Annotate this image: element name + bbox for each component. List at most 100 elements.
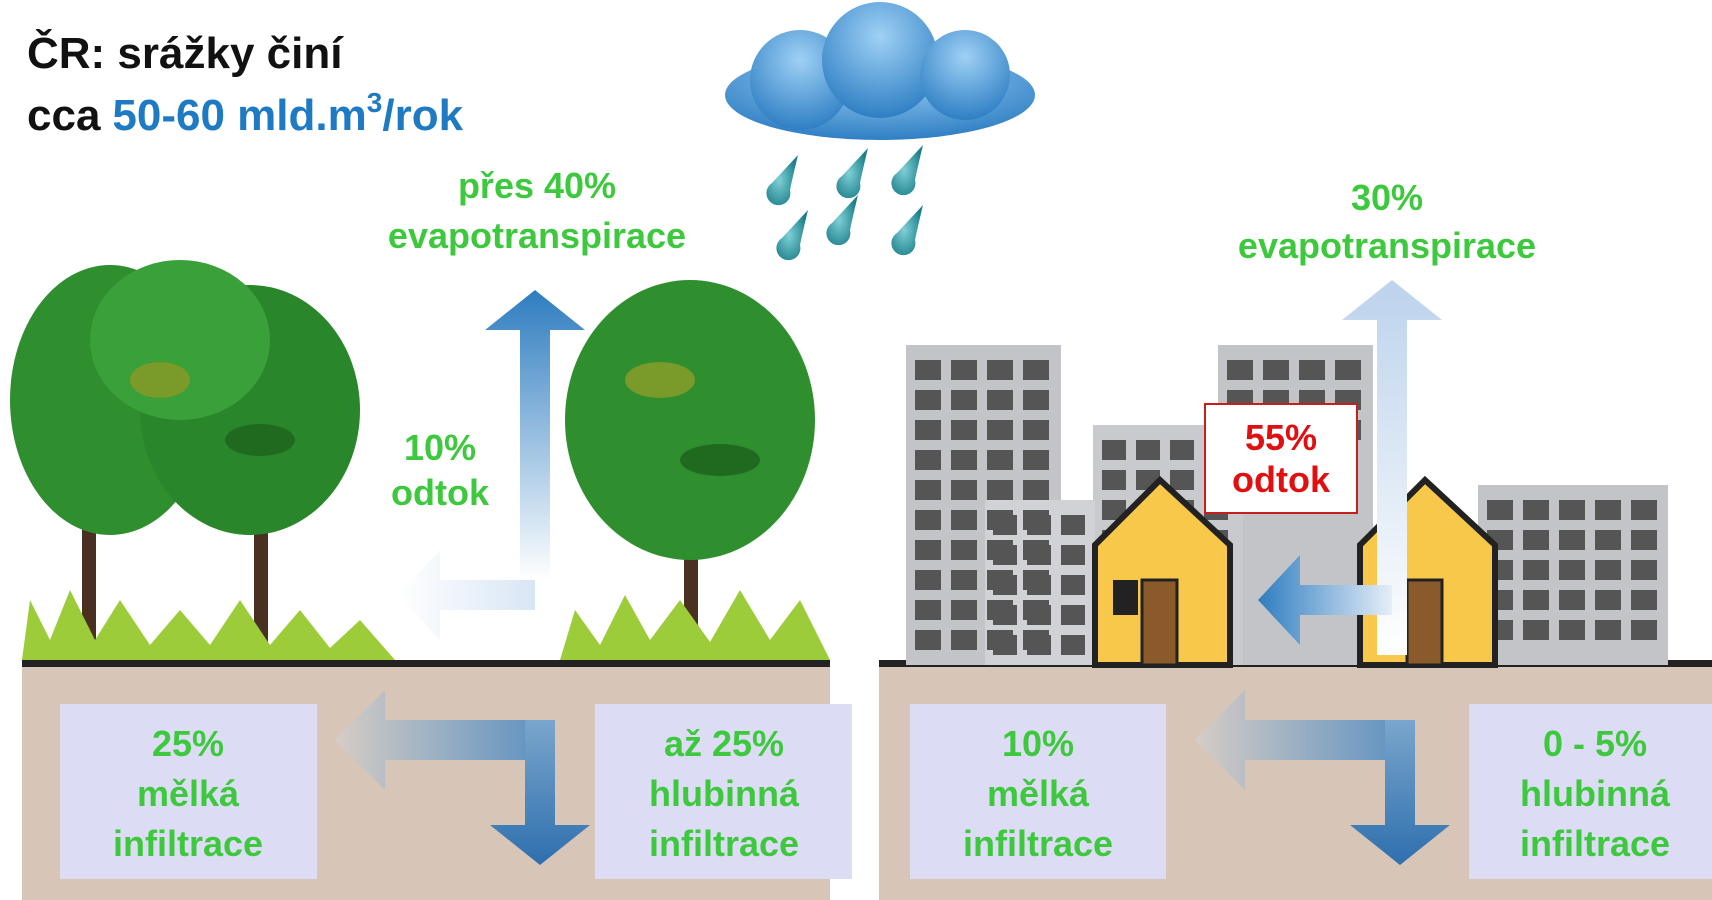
label: evapotranspirace: [1238, 225, 1536, 266]
trees: [10, 260, 830, 660]
window: [1027, 605, 1051, 625]
window: [1335, 360, 1361, 380]
window: [915, 600, 941, 620]
box-label: až 25%: [664, 723, 784, 764]
title-line: cca 50-60 mld.m3/rok: [27, 87, 464, 140]
window: [1559, 620, 1585, 640]
window: [1227, 360, 1253, 380]
label: evapotranspirace: [388, 215, 686, 256]
window: [915, 420, 941, 440]
window: [915, 480, 941, 500]
box-labels: 25% mělká infiltrace až 25% hlubinná infiltra…: [113, 723, 1671, 864]
window: [1023, 480, 1049, 500]
raindrop: [776, 210, 808, 261]
window: [951, 360, 977, 380]
window: [1595, 560, 1621, 580]
window: [951, 480, 977, 500]
box-label: 10%: [1002, 723, 1074, 764]
raindrop: [836, 148, 868, 199]
label: 30%: [1351, 177, 1423, 218]
window: [993, 575, 1017, 595]
window: [1136, 440, 1160, 460]
window: [1559, 530, 1585, 550]
window: [915, 630, 941, 650]
box-label: hlubinná: [649, 773, 800, 814]
window: [1487, 500, 1513, 520]
window: [1061, 605, 1085, 625]
window: [1523, 620, 1549, 640]
window: [915, 510, 941, 530]
box-label: 25%: [152, 723, 224, 764]
window: [1061, 635, 1085, 655]
window: [1631, 590, 1657, 610]
window: [951, 630, 977, 650]
label: přes 40%: [458, 165, 616, 206]
window: [1559, 560, 1585, 580]
title-prefix: cca: [27, 91, 101, 140]
raindrop: [766, 155, 798, 206]
window: [1023, 450, 1049, 470]
window: [951, 450, 977, 470]
window: [987, 390, 1013, 410]
window: [951, 390, 977, 410]
window: [993, 605, 1017, 625]
box-label: infiltrace: [113, 823, 263, 864]
window: [1523, 560, 1549, 580]
window: [951, 510, 977, 530]
window: [1102, 470, 1126, 490]
title-superscript: 3: [367, 87, 383, 118]
window: [1027, 545, 1051, 565]
box-label: infiltrace: [963, 823, 1113, 864]
title-line: ČR: srážky činí: [27, 27, 344, 78]
box-label: 0 - 5%: [1543, 723, 1647, 764]
window: [1631, 620, 1657, 640]
window: [951, 570, 977, 590]
window: [993, 545, 1017, 565]
window: [1631, 500, 1657, 520]
window: [1595, 500, 1621, 520]
window: [1631, 560, 1657, 580]
arrows: [335, 280, 1450, 865]
window: [1102, 440, 1126, 460]
label: odtok: [1232, 459, 1331, 500]
window: [1263, 360, 1289, 380]
box-label: mělká: [987, 773, 1090, 814]
ground-line: [22, 660, 830, 667]
window: [1027, 635, 1051, 655]
window: [1523, 590, 1549, 610]
window: [1631, 530, 1657, 550]
window: [1559, 500, 1585, 520]
window: [1023, 390, 1049, 410]
label: odtok: [391, 472, 490, 513]
window: [1023, 360, 1049, 380]
box-label: hlubinná: [1520, 773, 1671, 814]
window: [1061, 575, 1085, 595]
window: [915, 540, 941, 560]
window: [1299, 360, 1325, 380]
window: [1027, 575, 1051, 595]
box-label: mělká: [137, 773, 240, 814]
box-label: infiltrace: [1520, 823, 1670, 864]
window: [1027, 515, 1051, 535]
window: [1061, 515, 1085, 535]
box-label: infiltrace: [649, 823, 799, 864]
window: [987, 480, 1013, 500]
title-unit: /rok: [382, 91, 463, 140]
window: [993, 515, 1017, 535]
window: [1023, 420, 1049, 440]
window: [1595, 590, 1621, 610]
window: [951, 420, 977, 440]
window: [915, 390, 941, 410]
window: [1523, 530, 1549, 550]
label: 55%: [1245, 417, 1317, 458]
window: [1595, 530, 1621, 550]
window: [987, 420, 1013, 440]
window: [1170, 440, 1194, 460]
raindrop: [826, 195, 858, 246]
window: [915, 570, 941, 590]
window: [951, 600, 977, 620]
window: [915, 450, 941, 470]
window: [987, 360, 1013, 380]
window: [951, 540, 977, 560]
cloud: [725, 2, 1035, 140]
